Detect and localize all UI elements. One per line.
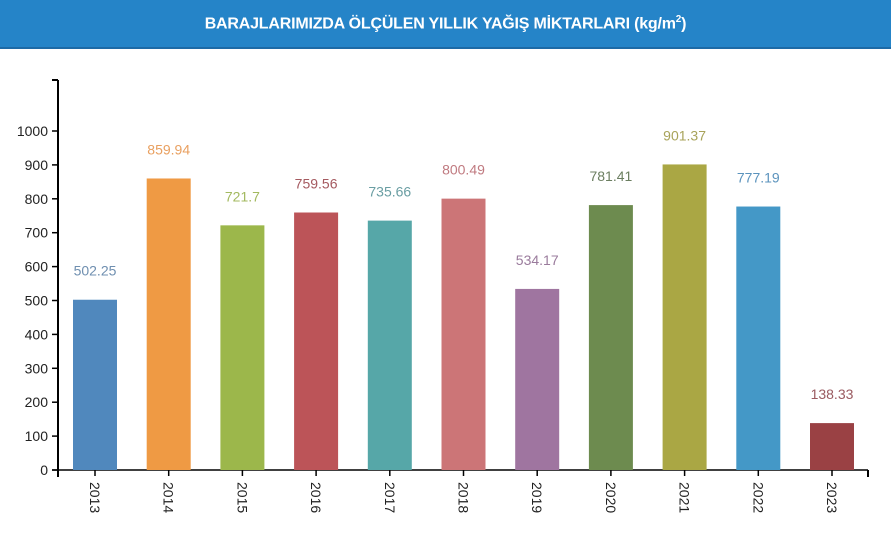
bar-2014[interactable] [146, 178, 191, 470]
value-label-2023: 138.33 [811, 386, 854, 402]
y-tick-label: 0 [40, 462, 48, 478]
x-tick-label-2019: 2019 [529, 482, 545, 513]
value-label-2013: 502.25 [74, 263, 117, 279]
value-label-2017: 735.66 [368, 184, 411, 200]
x-tick-label-2015: 2015 [234, 482, 250, 513]
x-tick-label-2021: 2021 [677, 482, 693, 513]
y-tick-label: 900 [25, 157, 49, 173]
y-tick-label: 400 [25, 326, 49, 342]
y-tick-label: 1000 [17, 123, 48, 139]
y-tick-label: 600 [25, 259, 49, 275]
bar-2022[interactable] [736, 206, 781, 470]
bar-2020[interactable] [588, 205, 633, 471]
x-tick-label-2023: 2023 [824, 482, 840, 513]
x-tick-label-2014: 2014 [161, 482, 177, 513]
bar-2023[interactable] [810, 423, 854, 470]
value-label-2022: 777.19 [737, 170, 780, 186]
value-label-2014: 859.94 [147, 141, 190, 157]
x-tick-label-2017: 2017 [382, 482, 398, 513]
value-label-2020: 781.41 [589, 168, 632, 184]
value-label-2019: 534.17 [516, 252, 559, 268]
y-tick-label: 800 [25, 191, 49, 207]
x-tick-label-2022: 2022 [750, 482, 766, 513]
y-tick-label: 300 [25, 360, 49, 376]
y-tick-label: 100 [25, 428, 49, 444]
bar-2018[interactable] [441, 198, 486, 470]
chart-title-bar: BARAJLARIMIZDA ÖLÇÜLEN YILLIK YAĞIŞ MİKT… [0, 0, 891, 49]
bar-2017[interactable] [367, 220, 412, 470]
x-tick-label-2016: 2016 [308, 482, 324, 513]
value-label-2016: 759.56 [295, 176, 338, 192]
value-label-2015: 721.7 [225, 188, 260, 204]
value-label-2018: 800.49 [442, 162, 485, 178]
y-tick-label: 700 [25, 225, 49, 241]
y-tick-label: 200 [25, 394, 49, 410]
x-tick-label-2020: 2020 [603, 482, 619, 513]
bar-2015[interactable] [220, 225, 265, 470]
chart-title: BARAJLARIMIZDA ÖLÇÜLEN YILLIK YAĞIŞ MİKT… [204, 13, 687, 33]
bar-2021[interactable] [662, 164, 707, 470]
value-label-2021: 901.37 [663, 127, 706, 143]
x-tick-label-2018: 2018 [456, 482, 472, 513]
x-tick-label-2013: 2013 [87, 482, 103, 513]
bar-2019[interactable] [515, 288, 560, 470]
bar-2013[interactable] [73, 299, 117, 470]
y-tick-label: 500 [25, 293, 49, 309]
bar-2016[interactable] [294, 212, 339, 470]
